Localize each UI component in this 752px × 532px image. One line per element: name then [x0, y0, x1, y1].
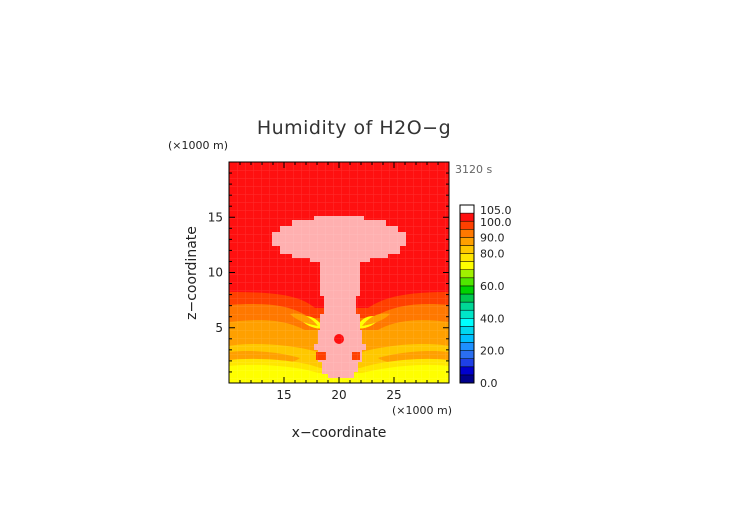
colorbar-swatch — [459, 358, 475, 368]
y-tick-label: 5 — [215, 321, 223, 335]
colorbar-label: 105.0 — [480, 204, 512, 217]
x-unit-label: (×1000 m) — [392, 404, 452, 417]
y-axis-label: z−coordinate — [184, 226, 200, 320]
colorbar-swatch — [459, 237, 475, 246]
x-tick-label: 15 — [276, 388, 291, 402]
colorbar-label: 0.0 — [480, 377, 498, 390]
colorbar-swatch — [459, 309, 475, 319]
chart-title: Humidity of H2O−g — [257, 117, 451, 139]
colorbar-swatch — [459, 204, 475, 214]
y-tick-label: 15 — [208, 210, 223, 224]
colorbar-swatch — [459, 374, 475, 384]
plot-area — [229, 162, 449, 383]
colorbar-swatch — [459, 366, 475, 376]
colorbar-swatch — [459, 342, 475, 351]
colorbar-label: 20.0 — [480, 345, 505, 358]
colorbar-swatch — [459, 261, 475, 270]
colorbar-label: 40.0 — [480, 312, 505, 325]
colorbar-swatch — [459, 334, 475, 343]
colorbar-swatch — [459, 253, 475, 262]
x-tick-label: 20 — [331, 388, 346, 402]
colorbar-swatch — [459, 285, 475, 295]
y-axis: 5 10 15 — [208, 161, 449, 384]
x-axis: 15 20 25 — [228, 162, 450, 402]
colorbar-swatch — [459, 326, 475, 335]
cell-grid — [229, 162, 449, 383]
colorbar-swatch — [459, 269, 475, 279]
colorbar-swatch — [459, 277, 475, 287]
colorbar-swatch — [459, 301, 475, 311]
colorbar-swatch — [459, 212, 475, 222]
colorbar-swatch — [459, 350, 475, 359]
colorbar-swatch — [459, 245, 475, 254]
y-unit-label: (×1000 m) — [168, 139, 228, 152]
colorbar-label: 80.0 — [480, 248, 505, 261]
time-label: 3120 s — [455, 163, 492, 176]
y-tick-label: 10 — [208, 266, 223, 280]
x-tick-label: 25 — [386, 388, 401, 402]
colorbar-label: 90.0 — [480, 231, 505, 244]
x-axis-label: x−coordinate — [292, 425, 387, 441]
colorbar-label: 60.0 — [480, 280, 505, 293]
colorbar-frame — [459, 204, 475, 384]
colorbar-swatch — [459, 318, 475, 327]
colorbar-swatch — [459, 220, 475, 230]
colorbar-label: 100.0 — [480, 216, 512, 229]
colorbar-swatch — [459, 293, 475, 303]
colorbar-swatch — [459, 229, 475, 238]
